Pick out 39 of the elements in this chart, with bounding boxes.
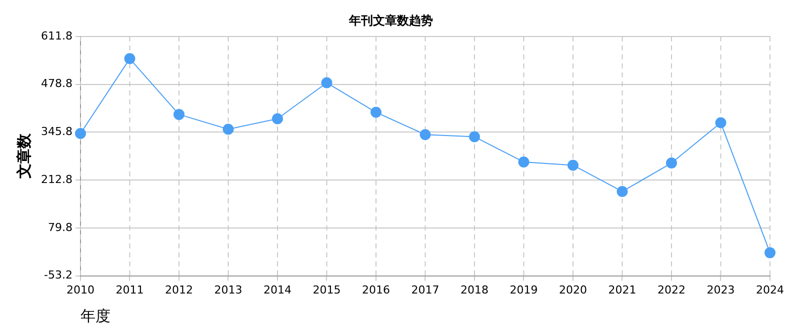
x-tick-label: 2016 (362, 283, 390, 296)
y-tick-label: 212.8 (40, 172, 72, 186)
point (124, 53, 136, 64)
x-tick-label: 2015 (312, 283, 341, 296)
x-tick-label: 2018 (460, 283, 488, 296)
point (370, 106, 382, 118)
y-tick-label: 345.8 (40, 125, 72, 138)
x-tick-label: 2022 (658, 283, 686, 296)
point (321, 77, 332, 88)
point (420, 129, 431, 140)
y-tick-label: 611.8 (40, 29, 72, 42)
point (666, 158, 677, 169)
x-tick-label: 2020 (558, 283, 587, 296)
point (567, 160, 578, 171)
point (764, 247, 776, 258)
x-tick-label: 2013 (214, 283, 242, 296)
y-tick-label: 478.8 (40, 77, 72, 90)
x-tick-label: 2021 (608, 283, 636, 296)
x-axis-title: 年度 (80, 306, 110, 325)
point (74, 128, 86, 140)
point (173, 108, 184, 120)
x-tick-label: 2023 (706, 283, 735, 296)
x-tick-label: 2014 (263, 283, 292, 296)
point (222, 124, 234, 135)
point (272, 113, 283, 124)
x-tick-label: 2012 (164, 283, 193, 296)
x-tick-label: 2010 (66, 283, 94, 296)
y-axis-title: 文章数 (14, 132, 33, 180)
point (468, 131, 480, 142)
x-tick-label: 2019 (510, 283, 538, 296)
point (616, 186, 628, 197)
point (518, 156, 530, 168)
chart-title: 年刊文章数趋势 (348, 13, 433, 28)
x-tick-label: 2017 (411, 283, 440, 296)
x-tick-label: 2024 (756, 283, 784, 296)
point (715, 117, 726, 128)
x-tick-label: 2011 (116, 283, 144, 296)
y-tick-label: 79.8 (48, 220, 72, 234)
y-tick-label: -53.2 (44, 268, 72, 282)
